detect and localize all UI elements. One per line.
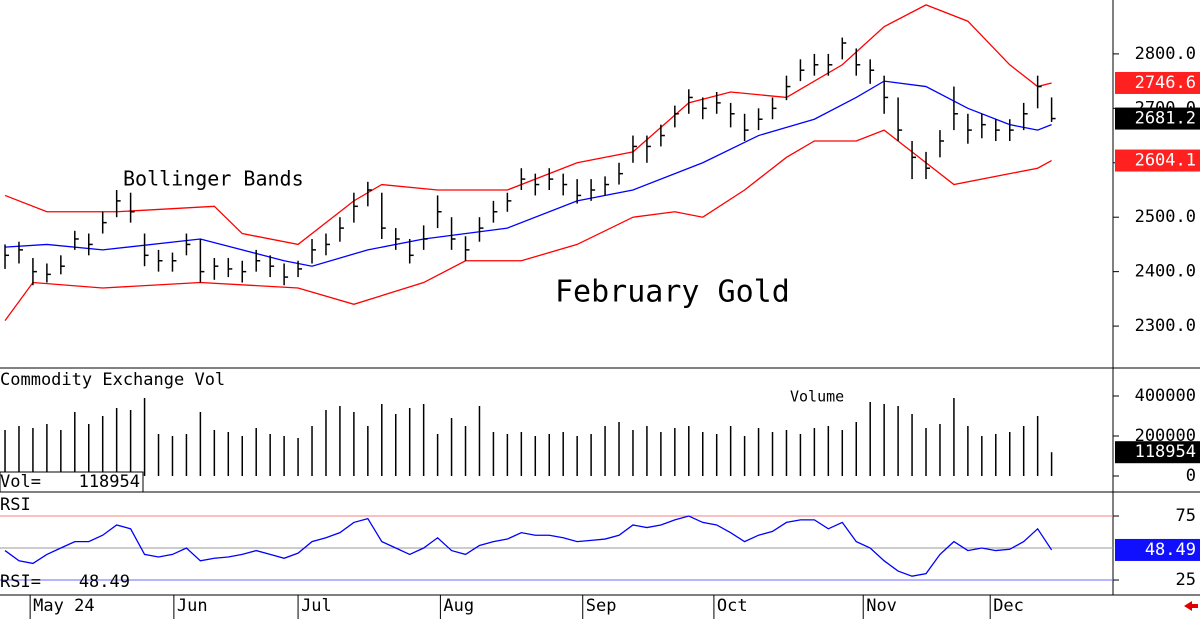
x-tick-label: Nov xyxy=(866,596,897,616)
panel-title: Commodity Exchange Vol xyxy=(0,370,225,390)
readout-box xyxy=(0,471,144,493)
scroll-arrow[interactable] xyxy=(1184,601,1198,611)
x-tick-label: Jul xyxy=(301,596,332,616)
readout-label: Vol= xyxy=(0,472,41,492)
annotation: Bollinger Bands xyxy=(123,167,304,191)
rsi-line xyxy=(4,515,1053,577)
y-tick-label: 200000 xyxy=(1135,426,1196,446)
value-box xyxy=(1115,107,1200,130)
x-tick-label: Dec xyxy=(993,596,1024,616)
y-tick-label: 2800.0 xyxy=(1135,44,1196,64)
y-tick-label: 2400.0 xyxy=(1135,262,1196,282)
value-box xyxy=(1115,149,1200,172)
y-tick-label: 75 xyxy=(1176,506,1196,526)
value-box-label: 2746.6 xyxy=(1135,73,1196,93)
value-box xyxy=(1115,441,1200,464)
value-box-label: 2681.2 xyxy=(1135,109,1196,129)
chart-title: February Gold xyxy=(555,275,790,310)
value-box xyxy=(1115,538,1200,561)
readout-value: 48.49 xyxy=(79,572,130,592)
y-tick-label: 25 xyxy=(1176,570,1196,590)
x-tick-label: Jun xyxy=(177,596,208,616)
value-box-label: 2604.1 xyxy=(1135,151,1196,171)
y-tick-label: 2500.0 xyxy=(1135,207,1196,227)
x-tick-label: Oct xyxy=(717,596,748,616)
y-tick-label: 400000 xyxy=(1135,386,1196,406)
x-tick-label: Aug xyxy=(443,596,474,616)
x-tick-label: May 24 xyxy=(33,596,94,616)
band-line xyxy=(4,4,1052,246)
value-box-label: 48.49 xyxy=(1145,540,1196,560)
value-box-label: 118954 xyxy=(1135,442,1196,462)
readout-label: RSI= xyxy=(0,572,41,592)
x-tick-label: Sep xyxy=(586,596,617,616)
readout-value: 118954 xyxy=(79,472,140,492)
value-box xyxy=(1115,71,1200,94)
band-line xyxy=(4,129,1052,322)
y-tick-label: 2300.0 xyxy=(1135,316,1196,336)
annotation: Volume xyxy=(790,388,844,406)
y-tick-label: 0 xyxy=(1186,466,1196,486)
panel-title: RSI xyxy=(0,495,31,515)
